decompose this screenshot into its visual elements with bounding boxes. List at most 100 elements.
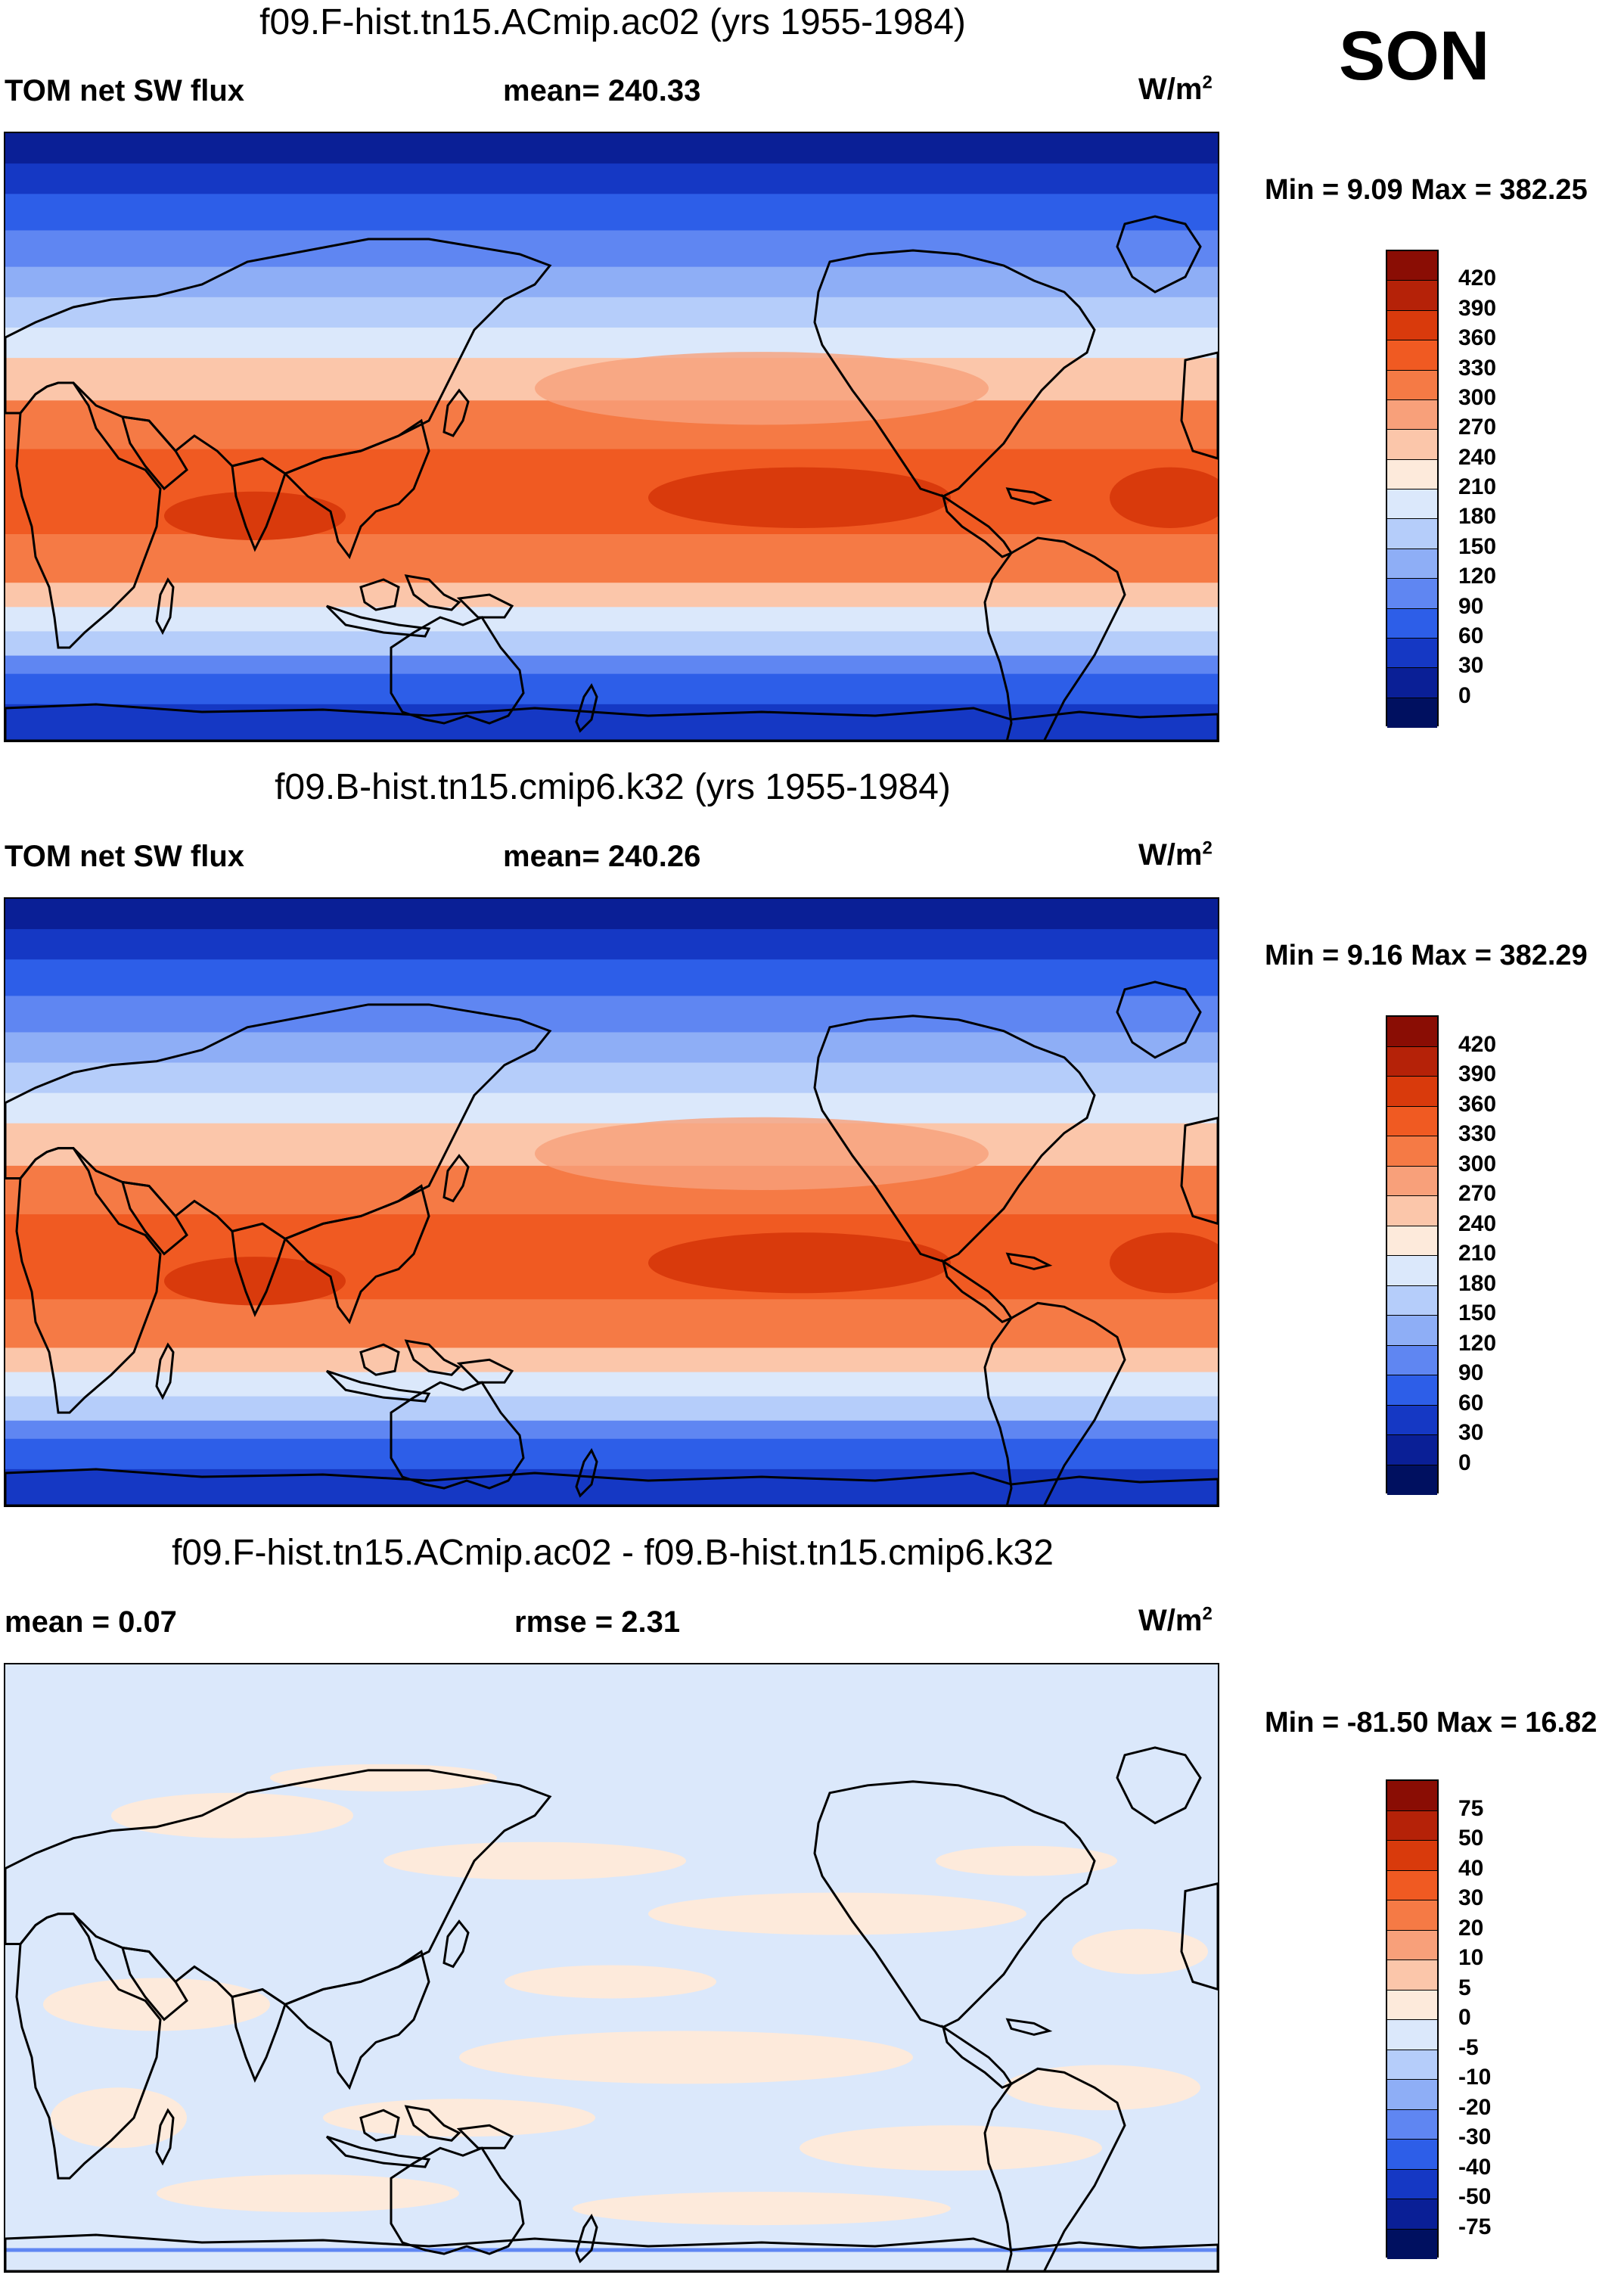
coastline xyxy=(442,1919,470,1969)
panel-1-map xyxy=(4,132,1219,742)
colorbar-swatch xyxy=(1387,1285,1437,1316)
coastline xyxy=(983,1301,1126,1506)
coastline xyxy=(325,2135,431,2168)
panel-2-minmax: Min = 9.16 Max = 382.29 xyxy=(1265,940,1588,971)
flux-max-region xyxy=(1110,1232,1218,1294)
colorbar-swatch xyxy=(1387,519,1437,549)
coastline xyxy=(1180,351,1218,460)
panel-1-minmax: Min = 9.09 Max = 382.25 xyxy=(1265,174,1588,206)
coastline xyxy=(813,1780,1096,2029)
subtropical-region xyxy=(535,352,989,425)
diff-positive-patch xyxy=(270,1764,497,1792)
flux-max-region xyxy=(1110,467,1218,528)
colorbar-swatch xyxy=(1387,668,1437,698)
colorbar-swatch xyxy=(1387,608,1437,639)
colorbar-swatch xyxy=(1387,489,1437,520)
colorbar-tick-label: 270 xyxy=(1458,1181,1497,1206)
coastline xyxy=(941,2025,1014,2090)
flux-max-region xyxy=(648,467,951,528)
flux-band xyxy=(5,1420,1218,1440)
diff-positive-patch xyxy=(648,1892,1026,1935)
coastline xyxy=(1116,1746,1202,1825)
colorbar-tick-label: -20 xyxy=(1458,2094,1492,2120)
flux-band xyxy=(5,1062,1218,1094)
colorbar-tick-label: 0 xyxy=(1458,1450,1471,1475)
diff-positive-patch xyxy=(43,1978,270,2031)
coastline xyxy=(5,1003,552,1241)
colorbar-swatch xyxy=(1387,1046,1437,1077)
coastline xyxy=(575,1448,598,1498)
coastline xyxy=(442,1154,470,1203)
flux-band xyxy=(5,704,1218,741)
coastlines xyxy=(5,215,1218,741)
coastline xyxy=(941,493,1014,558)
colorbar-swatch xyxy=(1387,1196,1437,1226)
colorbar-swatch xyxy=(1387,1226,1437,1256)
colorbar-tick-label: 0 xyxy=(1458,682,1471,708)
colorbar-swatch xyxy=(1387,1017,1437,1047)
flux-band xyxy=(5,163,1218,195)
panel-3-minmax: Min = -81.50 Max = 16.82 xyxy=(1265,1707,1598,1739)
flux-band xyxy=(5,607,1218,632)
colorbar-swatch xyxy=(1387,340,1437,371)
colorbar-tick-label: 330 xyxy=(1458,355,1497,381)
diff-positive-patch xyxy=(111,1792,353,1838)
flux-band xyxy=(5,1372,1218,1397)
colorbar-tick-label: 390 xyxy=(1458,295,1497,321)
coastline xyxy=(1180,1117,1218,1226)
colorbar-swatch xyxy=(1387,1810,1437,1841)
colorbar-tick-label: 300 xyxy=(1458,384,1497,410)
colorbar-tick-label: 360 xyxy=(1458,1091,1497,1117)
panel-3-map xyxy=(4,1663,1219,2273)
colorbar-swatch xyxy=(1387,1405,1437,1435)
coastline xyxy=(5,1468,1218,1506)
colorbar-swatch xyxy=(1387,2080,1437,2110)
flux-band xyxy=(5,929,1218,961)
panel-1-variable-label: TOM net SW flux xyxy=(5,74,245,107)
coastline xyxy=(575,2214,598,2264)
flux-max-region xyxy=(164,1257,346,1306)
colorbar-swatch xyxy=(1387,2050,1437,2080)
coastline xyxy=(404,2105,461,2142)
panel-3-map-svg xyxy=(5,1664,1218,2271)
coastline xyxy=(813,249,1096,498)
colorbar-swatch xyxy=(1387,281,1437,311)
flux-band xyxy=(5,631,1218,657)
colorbar-tick-label: 360 xyxy=(1458,325,1497,351)
panel-2-map xyxy=(4,897,1219,1507)
colorbar-swatch xyxy=(1387,310,1437,341)
colorbar-tick-label: 150 xyxy=(1458,533,1497,559)
colorbar-tick-label: 5 xyxy=(1458,1975,1471,2000)
flux-band xyxy=(5,533,1218,584)
colorbar-tick-label: 210 xyxy=(1458,1241,1497,1266)
flux-band xyxy=(5,1396,1218,1422)
diff-positive-patch xyxy=(459,2031,913,2084)
colorbar-tick-label: 240 xyxy=(1458,444,1497,470)
coastline xyxy=(5,2233,1218,2271)
colorbar-swatch xyxy=(1387,459,1437,489)
colorbar-tick-label: 90 xyxy=(1458,593,1484,619)
colorbar-swatch xyxy=(1387,2229,1437,2259)
colorbar-swatch xyxy=(1387,1345,1437,1375)
subtropical-region xyxy=(535,1117,989,1190)
coastline xyxy=(983,536,1126,741)
coastline xyxy=(155,2108,175,2166)
coastline xyxy=(404,574,461,611)
flux-band xyxy=(5,959,1218,997)
flux-band xyxy=(5,899,1218,931)
colorbar-swatch xyxy=(1387,549,1437,580)
colorbar-swatch xyxy=(1387,2169,1437,2199)
colorbar-tick-label: 20 xyxy=(1458,1915,1484,1941)
panel-3-title: f09.F-hist.tn15.ACmip.ac02 - f09.B-hist.… xyxy=(172,1533,1054,1573)
flux-band xyxy=(5,996,1218,1033)
panel-2-colorbar xyxy=(1386,1015,1439,1495)
colorbar-tick-label: 210 xyxy=(1458,474,1497,499)
colorbar-swatch xyxy=(1387,2140,1437,2170)
diff-positive-patch xyxy=(800,2125,1102,2171)
colorbar-swatch xyxy=(1387,579,1437,609)
diff-positive-patch xyxy=(383,1841,686,1880)
season-label: SON xyxy=(1339,17,1490,95)
diff-positive-patch xyxy=(323,2099,595,2137)
coastline xyxy=(1005,1252,1053,1270)
coastlines xyxy=(5,1746,1218,2271)
